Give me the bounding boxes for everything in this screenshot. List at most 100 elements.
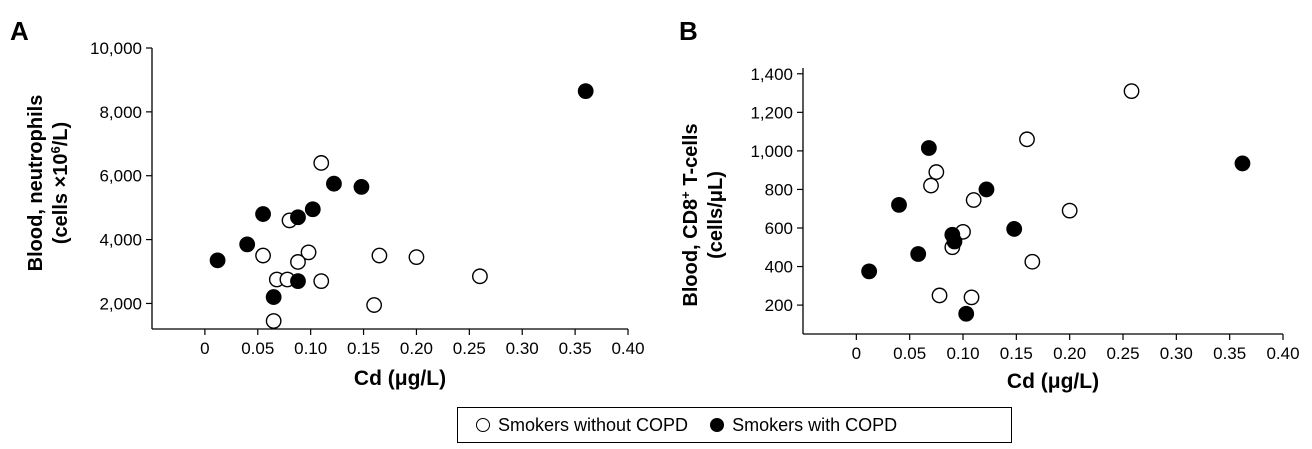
data-point-without-copd	[408, 249, 425, 266]
data-point-with-copd	[978, 181, 995, 198]
panel-b-letter: B	[679, 16, 698, 46]
x-tick-label: 0.40	[611, 339, 644, 358]
y-tick-label: 4,000	[99, 231, 142, 250]
data-point-with-copd	[290, 209, 306, 226]
y-tick-label: 8,000	[99, 103, 142, 122]
x-tick-label: 0.35	[1213, 344, 1246, 363]
data-point-with-copd	[946, 233, 963, 250]
panel-b-y-axis-label-line1: Blood, CD8+ T-cells	[678, 123, 702, 306]
data-point-without-copd	[290, 254, 306, 270]
x-tick-label: 0.10	[946, 344, 979, 363]
data-point-without-copd	[366, 297, 383, 313]
y-tick-label: 200	[765, 296, 793, 315]
y-tick-label: 1,000	[750, 142, 793, 161]
y-tick-label: 1,200	[750, 103, 793, 122]
data-point-with-copd	[353, 179, 370, 195]
panel-a-y-axis-label-line1: Blood, neutrophils	[25, 95, 47, 272]
panel-b-axes	[802, 68, 1283, 335]
panel-a: A 2,000 4,000 6,000 8,000 10,000 0 0.05 0.10 0.…	[10, 16, 645, 390]
open-circle-marker-icon	[476, 418, 490, 432]
panel-a-ylabel-pre: (cells ×10	[50, 154, 72, 245]
panel-a-letter: A	[10, 16, 29, 46]
data-point-without-copd	[313, 155, 330, 171]
data-point-with-copd	[265, 289, 282, 305]
data-point-with-copd	[910, 246, 927, 262]
panel-a-y-axis-label-line2: (cells ×106/L)	[48, 122, 72, 244]
x-tick-label: 0.30	[1160, 344, 1193, 363]
panel-b-ylabel-pre: Blood, CD8	[680, 199, 702, 307]
legend: Smokers without COPD Smokers with COPD	[457, 407, 1012, 443]
data-point-with-copd	[209, 252, 226, 269]
panel-b-x-ticks: 0 0.05 0.10 0.15 0.20 0.25 0.30 0.35 0.40	[852, 334, 1300, 363]
y-tick-label: 800	[765, 180, 793, 199]
data-point-without-copd	[931, 287, 948, 304]
legend-label-filled: Smokers with COPD	[732, 414, 898, 435]
x-tick-label: 0	[852, 344, 861, 363]
x-tick-label: 0.15	[347, 339, 380, 358]
data-point-without-copd	[923, 177, 939, 194]
data-point-without-copd	[265, 313, 282, 329]
x-tick-label: 0	[200, 339, 209, 358]
legend-item-filled: Smokers with COPD	[710, 415, 897, 436]
panel-a-ylabel-sup: 6	[48, 146, 63, 153]
y-tick-label: 600	[765, 219, 793, 238]
x-tick-label: 0.15	[1000, 344, 1033, 363]
data-point-with-copd	[891, 196, 907, 213]
x-tick-label: 0.05	[893, 344, 926, 363]
data-point-with-copd	[326, 175, 342, 192]
panel-b-y-axis-label-line2: (cells/μL)	[705, 171, 727, 259]
data-point-without-copd	[1019, 131, 1035, 148]
data-point-without-copd	[472, 268, 488, 285]
x-tick-label: 0.25	[1106, 344, 1139, 363]
y-tick-label: 10,000	[90, 39, 142, 58]
panel-a-axes	[151, 48, 628, 330]
x-tick-label: 0.20	[400, 339, 433, 358]
y-tick-label: 1,400	[750, 65, 793, 84]
data-point-without-copd	[255, 247, 271, 264]
data-point-without-copd	[928, 164, 945, 180]
x-tick-label: 0.05	[241, 339, 274, 358]
data-point-without-copd	[1123, 83, 1140, 100]
x-tick-label: 0.40	[1266, 344, 1299, 363]
panel-b-x-axis-label: Cd (μg/L)	[1007, 370, 1099, 393]
data-point-with-copd	[958, 305, 975, 322]
x-tick-label: 0.30	[506, 339, 539, 358]
data-point-with-copd	[1006, 221, 1023, 237]
data-point-without-copd	[313, 273, 330, 290]
data-point-with-copd	[861, 263, 878, 280]
panel-a-ylabel-post: /L)	[50, 122, 72, 146]
data-point-with-copd	[239, 236, 256, 253]
panel-b-points	[861, 83, 1251, 322]
data-point-without-copd	[965, 192, 982, 208]
x-tick-label: 0.10	[294, 339, 327, 358]
x-tick-label: 0.20	[1053, 344, 1086, 363]
data-point-with-copd	[920, 140, 937, 156]
data-point-with-copd	[577, 83, 594, 100]
panel-a-points	[209, 83, 594, 329]
data-point-with-copd	[255, 206, 271, 222]
data-point-without-copd	[300, 244, 317, 261]
x-tick-label: 0.25	[453, 339, 486, 358]
data-point-without-copd	[1061, 202, 1078, 219]
panel-a-x-axis-label: Cd (μg/L)	[354, 367, 446, 390]
data-point-without-copd	[1024, 253, 1041, 270]
panel-a-y-ticks: 2,000 4,000 6,000 8,000 10,000	[90, 39, 152, 313]
data-point-without-copd	[371, 247, 388, 264]
data-point-with-copd	[304, 201, 321, 218]
panel-b-y-ticks: 200 400 600 800 1,000 1,200 1,400	[750, 65, 803, 315]
y-tick-label: 2,000	[99, 294, 142, 313]
legend-item-open: Smokers without COPD	[476, 415, 688, 436]
panel-a-x-ticks: 0 0.05 0.10 0.15 0.20 0.25 0.30 0.35 0.40	[200, 329, 645, 358]
data-point-without-copd	[963, 289, 980, 306]
panel-b-ylabel-post: T-cells	[680, 123, 702, 191]
legend-label-open: Smokers without COPD	[498, 414, 689, 435]
panel-b-ylabel-sup: +	[678, 191, 693, 199]
x-tick-label: 0.35	[559, 339, 592, 358]
data-point-with-copd	[1234, 155, 1251, 172]
filled-circle-marker-icon	[710, 418, 725, 432]
y-tick-label: 400	[765, 258, 793, 277]
data-point-with-copd	[290, 273, 306, 290]
y-tick-label: 6,000	[99, 167, 142, 186]
